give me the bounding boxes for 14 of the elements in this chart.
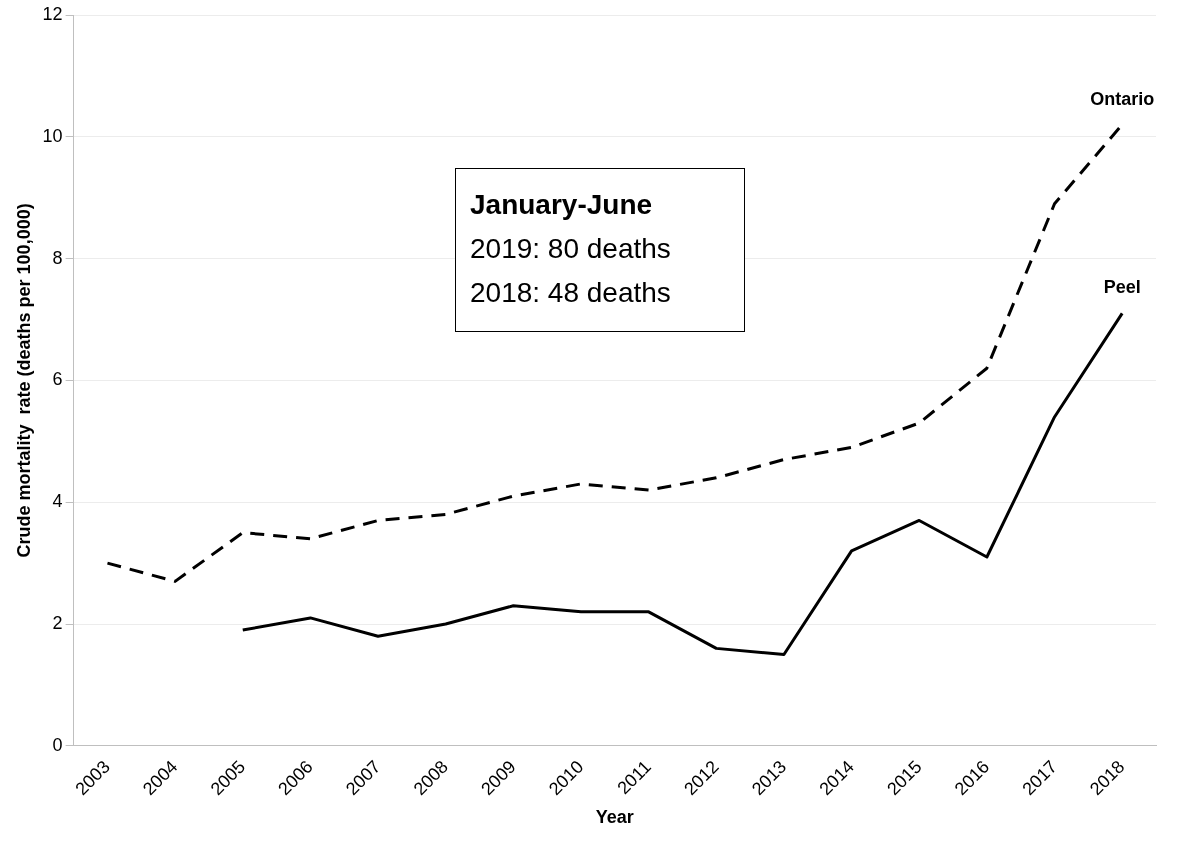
series-label: Peel — [1103, 277, 1141, 298]
y-axis-title: Crude mortality rate (deaths per 100,000) — [13, 203, 34, 558]
annotation: January-June — [470, 188, 654, 222]
y-tick-label: 12 — [42, 3, 63, 24]
y-tick-label: 4 — [52, 491, 63, 512]
y-tick-label: 8 — [52, 247, 63, 268]
y-tick-label: 6 — [52, 369, 63, 390]
y-tick-label: 10 — [42, 125, 63, 146]
annotation: 2019: 80 deaths — [470, 232, 672, 266]
series-label: Ontario — [1090, 88, 1155, 109]
annotation: 2018: 48 deaths — [470, 276, 672, 310]
x-axis-title: Year — [595, 807, 634, 828]
y-tick-label: 2 — [52, 612, 63, 633]
y-tick-label: 0 — [52, 734, 63, 755]
